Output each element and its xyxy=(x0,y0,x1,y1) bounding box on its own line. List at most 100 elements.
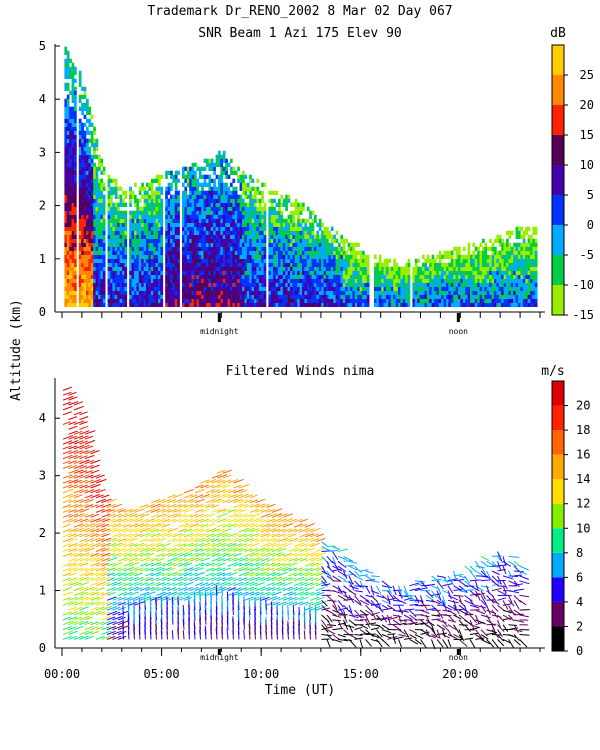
snr-cell xyxy=(165,286,168,291)
snr-cell xyxy=(86,218,89,223)
snr-cell xyxy=(88,222,92,227)
snr-cell xyxy=(335,230,339,235)
snr-cell xyxy=(201,202,204,207)
snr-cell xyxy=(263,258,267,263)
snr-cell xyxy=(174,226,178,231)
snr-cell xyxy=(326,298,329,303)
snr-cell xyxy=(196,238,200,243)
snr-cell xyxy=(477,298,480,303)
snr-cell xyxy=(254,186,257,191)
snr-cell xyxy=(112,286,116,291)
snr-cell xyxy=(184,230,188,235)
snr-cell xyxy=(174,234,178,239)
snr-cell xyxy=(530,234,533,239)
snr-cell xyxy=(405,286,408,291)
snr-cell xyxy=(78,70,82,75)
snr-cell xyxy=(254,238,257,243)
snr-cell xyxy=(484,302,488,307)
snr-cell xyxy=(246,282,250,287)
snr-cell xyxy=(388,302,392,307)
snr-cell xyxy=(110,194,113,199)
snr-cell xyxy=(203,246,207,251)
snr-cell xyxy=(112,298,116,303)
snr-cell xyxy=(225,250,228,255)
snr-cell xyxy=(254,294,257,299)
snr-cell xyxy=(100,178,104,183)
snr-cell xyxy=(306,254,310,259)
wind-barb xyxy=(73,508,84,513)
snr-cell xyxy=(374,266,377,271)
snr-cell xyxy=(153,282,156,287)
snr-cell xyxy=(215,266,219,271)
snr-cell xyxy=(438,254,442,259)
snr-cell xyxy=(138,238,142,243)
snr-cell xyxy=(69,194,72,199)
snr-cell xyxy=(249,242,252,247)
wind-barb xyxy=(90,483,101,489)
snr-cell xyxy=(254,286,257,291)
snr-cell xyxy=(525,290,528,295)
snr-cell xyxy=(256,290,260,295)
snr-cell xyxy=(402,294,406,299)
snr-cell xyxy=(66,254,70,259)
snr-cell xyxy=(69,114,72,119)
snr-cell xyxy=(314,298,317,303)
snr-cell xyxy=(359,302,363,307)
snr-cell xyxy=(102,242,106,247)
snr-cell xyxy=(436,278,440,283)
snr-cell xyxy=(287,242,291,247)
snr-cell xyxy=(194,250,197,255)
snr-cell xyxy=(150,294,154,299)
snr-cell xyxy=(530,250,533,255)
snr-cell xyxy=(434,290,437,295)
snr-cell xyxy=(184,194,188,199)
snr-cell xyxy=(364,278,368,283)
snr-cell xyxy=(458,266,461,271)
wind-barb xyxy=(90,493,100,499)
snr-cell xyxy=(98,246,101,251)
snr-cell xyxy=(71,210,75,215)
snr-cell xyxy=(206,242,209,247)
wind-barb xyxy=(62,543,72,548)
snr-cell xyxy=(83,94,87,99)
snr-cell xyxy=(443,302,447,307)
snr-cell xyxy=(196,210,200,215)
snr-cell xyxy=(186,230,190,235)
snr-cell xyxy=(191,282,195,287)
snr-cell xyxy=(311,226,315,231)
snr-cell xyxy=(364,282,368,287)
wind-barb xyxy=(84,435,94,440)
snr-cell xyxy=(335,294,339,299)
snr-cell xyxy=(213,266,216,271)
snr-cell xyxy=(323,254,327,259)
snr-cell xyxy=(131,294,135,299)
snr-cell xyxy=(160,286,164,291)
snr-cell xyxy=(220,158,224,163)
snr-cell xyxy=(222,226,226,231)
snr-cell xyxy=(299,202,303,207)
snr-cell xyxy=(165,190,168,195)
snr-cell xyxy=(482,254,485,259)
wind-barb xyxy=(101,635,112,640)
snr-cell xyxy=(95,138,99,143)
snr-cell xyxy=(206,266,209,271)
snr-cell xyxy=(167,238,171,243)
snr-cell xyxy=(189,286,192,291)
snr-cell xyxy=(357,242,360,247)
snr-cell xyxy=(246,262,250,267)
snr-cell xyxy=(491,266,495,271)
snr-cell xyxy=(134,266,137,271)
snr-cell xyxy=(71,294,75,299)
snr-cell xyxy=(484,270,488,275)
snr-cell xyxy=(189,262,192,267)
snr-cell xyxy=(460,302,464,307)
snr-cell xyxy=(155,246,159,251)
snr-cell xyxy=(102,206,106,211)
snr-cell xyxy=(390,278,394,283)
snr-cell xyxy=(90,274,94,279)
snr-cell xyxy=(134,290,137,295)
snr-cell xyxy=(258,286,262,291)
snr-cell xyxy=(522,234,526,239)
snr-cell xyxy=(213,170,216,175)
snr-cell xyxy=(143,214,147,219)
